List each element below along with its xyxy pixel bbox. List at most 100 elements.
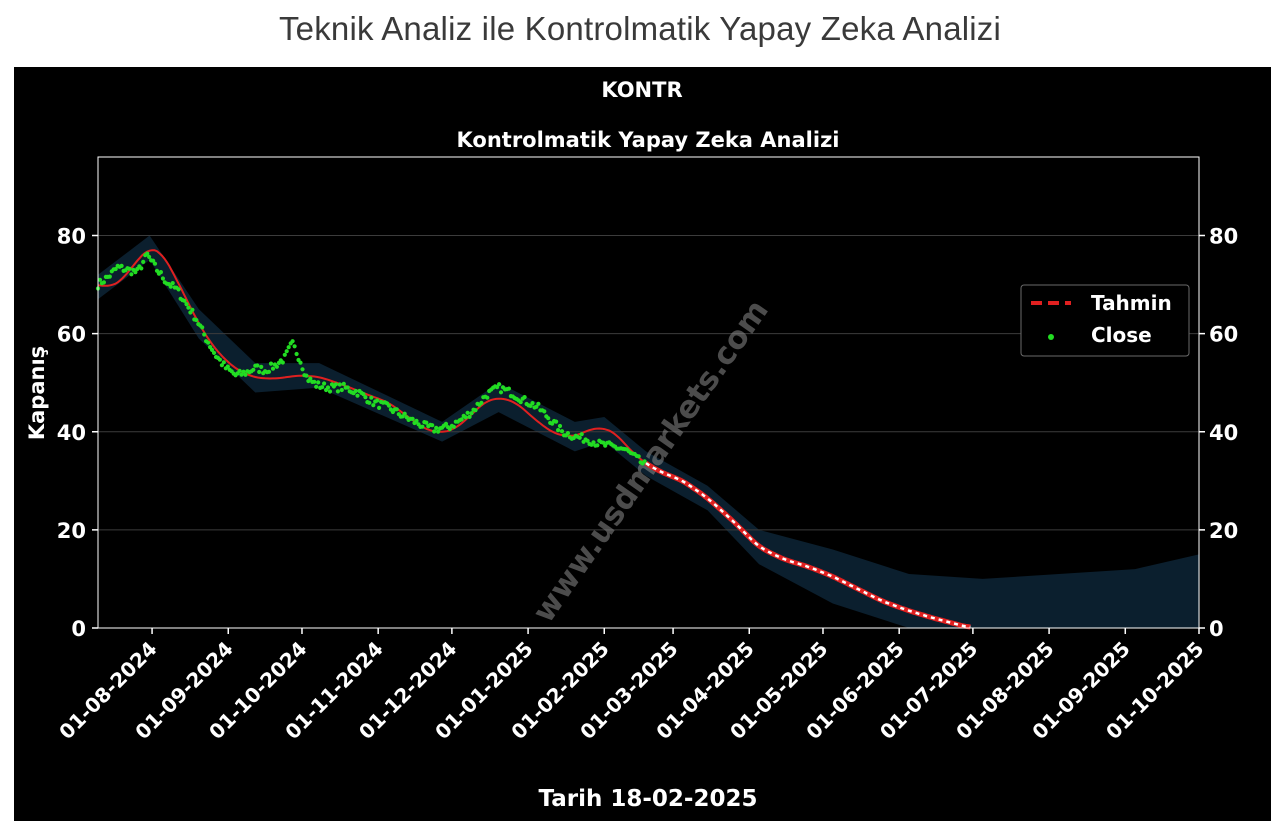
- close-point: [469, 411, 474, 416]
- close-point: [107, 274, 112, 279]
- close-point: [327, 389, 333, 394]
- close-point: [292, 344, 297, 349]
- close-point: [636, 454, 641, 459]
- close-point: [473, 408, 478, 413]
- y-tick-label-left: 20: [57, 519, 86, 543]
- close-point: [280, 360, 285, 365]
- close-point: [282, 352, 287, 357]
- close-point: [601, 440, 606, 445]
- close-point: [152, 261, 158, 266]
- uncertainty-band: [98, 235, 1199, 628]
- close-point: [506, 386, 511, 391]
- close-point: [237, 368, 242, 373]
- close-point: [546, 416, 551, 421]
- close-point: [127, 266, 132, 271]
- close-point: [430, 423, 435, 428]
- close-point: [257, 369, 262, 375]
- close-point: [194, 317, 199, 323]
- close-point: [530, 401, 535, 406]
- close-point: [556, 428, 561, 433]
- close-point: [542, 409, 547, 414]
- legend-tahmin-label: Tahmin: [1091, 291, 1172, 315]
- close-point: [394, 407, 399, 412]
- close-point: [355, 393, 360, 398]
- close-point: [420, 424, 425, 429]
- close-point: [377, 405, 382, 410]
- y-tick-label-left: 0: [71, 617, 86, 641]
- close-point: [268, 361, 274, 366]
- close-point: [139, 266, 144, 271]
- tahmin-forecast-dashes: [645, 462, 971, 629]
- close-point: [200, 325, 205, 330]
- close-point: [402, 411, 407, 416]
- legend: Tahmin Close: [1020, 284, 1190, 357]
- close-point: [577, 435, 582, 440]
- close-point: [312, 379, 317, 384]
- close-point: [190, 307, 195, 312]
- close-point: [565, 431, 571, 436]
- close-point: [251, 367, 256, 372]
- close-point: [101, 280, 106, 285]
- close-point: [170, 281, 175, 286]
- close-point: [554, 419, 559, 424]
- close-point: [259, 364, 264, 369]
- chart-ticker: KONTR: [601, 78, 682, 102]
- plot-frame: [97, 156, 1200, 629]
- close-point: [467, 414, 472, 419]
- close-point: [300, 367, 305, 372]
- chart-area: www.usdmarkets.com 0 20 40 60 80 0 20 40 60 80 01-…: [14, 67, 1271, 821]
- close-point: [255, 363, 260, 368]
- close-point: [186, 305, 191, 310]
- close-point: [290, 339, 295, 344]
- close-point: [361, 392, 366, 397]
- close-point: [371, 403, 376, 408]
- close-point: [325, 385, 331, 390]
- close-point: [211, 350, 217, 355]
- close-point: [591, 440, 596, 445]
- close-point: [498, 390, 504, 395]
- close-point: [314, 384, 319, 389]
- close-point: [367, 400, 372, 405]
- close-point: [133, 270, 138, 275]
- close-point: [345, 385, 350, 390]
- close-point: [113, 266, 118, 272]
- close-point: [497, 382, 502, 387]
- close-point: [284, 349, 289, 354]
- watermark: www.usdmarkets.com: [526, 293, 776, 629]
- close-point: [225, 364, 230, 369]
- close-point: [243, 372, 248, 377]
- close-point: [432, 429, 437, 434]
- close-point: [147, 254, 152, 259]
- close-point: [414, 418, 419, 423]
- close-point: [221, 360, 226, 365]
- grid-layer: [98, 235, 1199, 531]
- chart-title: Kontrolmatik Yapay Zeka Analizi: [457, 128, 840, 152]
- close-point: [353, 388, 358, 394]
- close-point: [241, 369, 246, 374]
- close-point: [522, 395, 527, 400]
- y-tick-label-right: 80: [1209, 225, 1238, 249]
- close-point: [202, 332, 207, 337]
- close-point: [320, 385, 325, 390]
- close-point: [579, 432, 584, 437]
- close-point: [182, 298, 187, 303]
- y-tick-label-right: 0: [1209, 617, 1224, 641]
- close-point: [341, 381, 346, 386]
- close-point: [145, 251, 150, 256]
- x-axis-label: Tarih 18-02-2025: [539, 786, 758, 812]
- close-point: [642, 459, 647, 464]
- close-point: [335, 389, 340, 394]
- close-point: [308, 376, 313, 381]
- close-point: [141, 259, 146, 264]
- close-point: [176, 287, 181, 292]
- close-point: [274, 364, 279, 369]
- close-point: [97, 277, 103, 282]
- close-point: [557, 423, 563, 429]
- uncertainty-band-layer: [98, 235, 1199, 628]
- close-point: [158, 270, 163, 275]
- close-point: [119, 263, 124, 268]
- close-point: [386, 403, 392, 408]
- close-point: [322, 381, 327, 386]
- close-point: [410, 416, 415, 421]
- close-point: [209, 347, 215, 352]
